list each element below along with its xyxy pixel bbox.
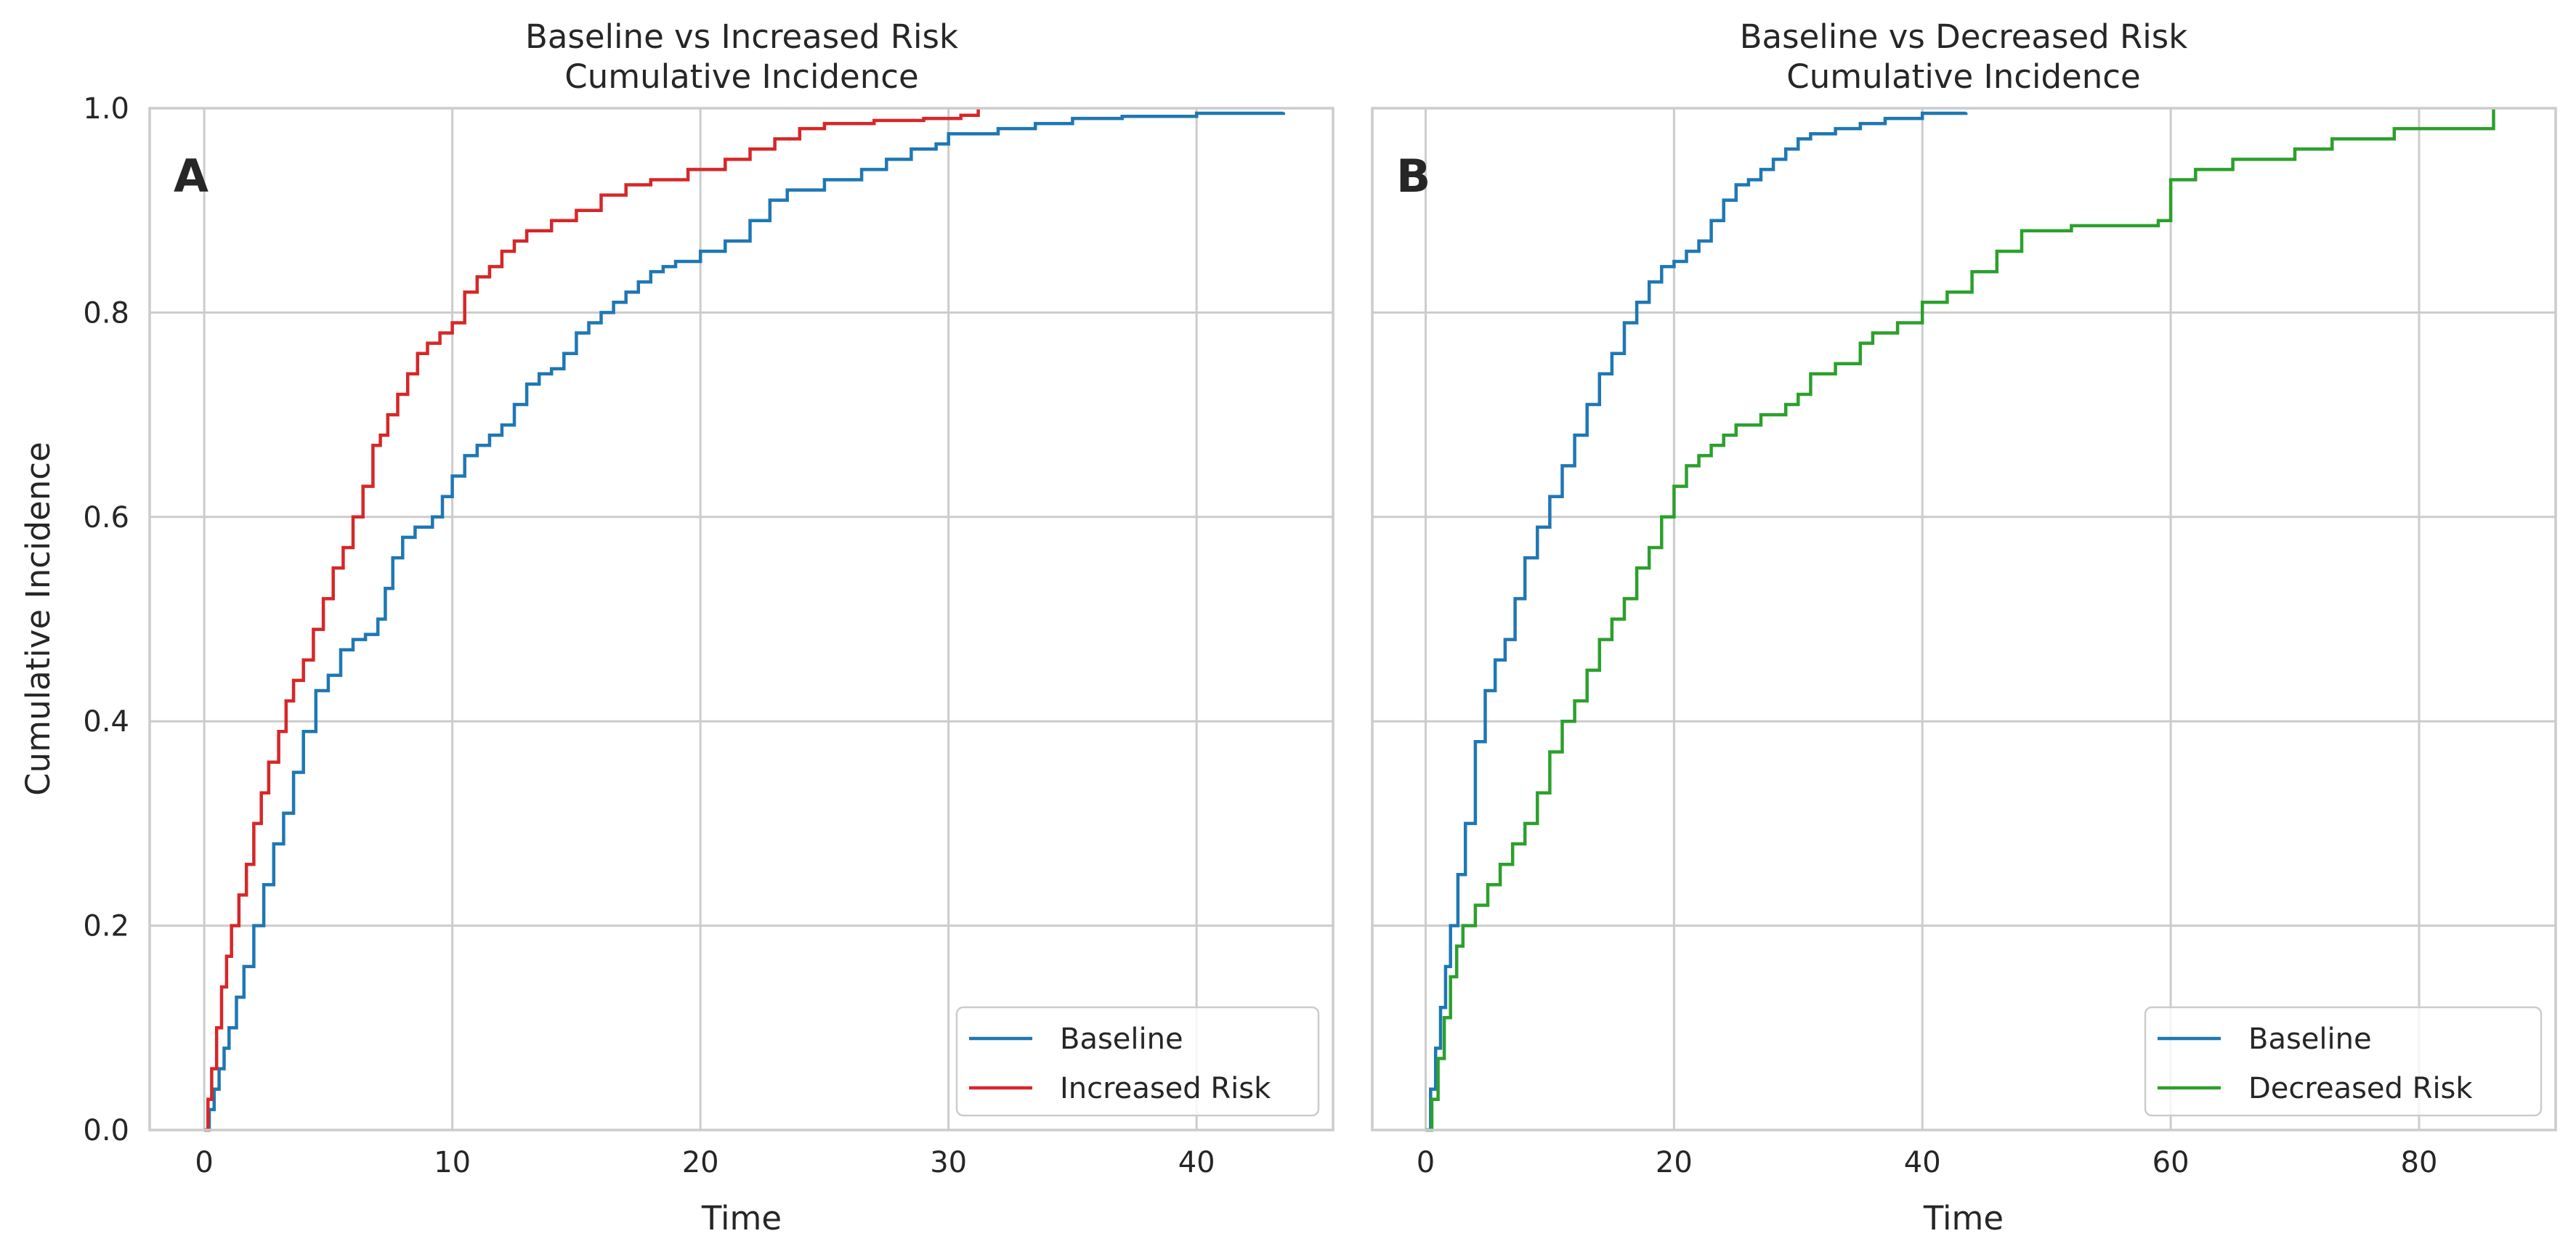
panel-b: Baseline vs Decreased Risk Cumulative In… — [1371, 17, 2557, 1237]
panel-a-y-tick-label-0: 0.0 — [83, 1114, 129, 1147]
panel-a-x-tick-label-3: 30 — [930, 1146, 967, 1179]
panel-a-series-0-line — [204, 111, 1285, 1132]
panel-b-series-0-line — [1425, 111, 1968, 1132]
panel-a-x-tick-label-2: 20 — [682, 1146, 719, 1179]
panel-a-legend: Baseline Increased Risk — [955, 1006, 1320, 1117]
panel-a-legend-label-1: Increased Risk — [1060, 1072, 1271, 1105]
panel-a-series-1-line — [204, 108, 980, 1132]
panel-b-x-tick-label-0: 0 — [1417, 1146, 1435, 1179]
panel-a-y-tick-label-3: 0.6 — [83, 501, 129, 535]
panel-b-x-tick-label-4: 80 — [2401, 1146, 2438, 1179]
panel-b-legend: Baseline Decreased Risk — [2144, 1006, 2543, 1117]
panel-b-x-tick-label-2: 40 — [1904, 1146, 1941, 1179]
panel-a-x-tick-label-0: 0 — [195, 1146, 213, 1179]
panel-a-frame — [148, 107, 1334, 1131]
panel-a-x-tick-label-4: 40 — [1178, 1146, 1215, 1179]
panel-b-frame — [1371, 107, 2557, 1131]
panel-b-title-line-1: Baseline vs Decreased Risk — [1740, 17, 2188, 56]
panel-a-y-tick-label-2: 0.4 — [83, 705, 129, 739]
panel-b-x-tick-label-1: 20 — [1656, 1146, 1693, 1179]
panel-b-letter: B — [1396, 150, 1430, 203]
panel-a-x-tick-label-1: 10 — [434, 1146, 471, 1179]
panel-b-x-axis-label: Time — [1923, 1199, 2004, 1237]
panel-a: Baseline vs Increased Risk Cumulative In… — [19, 17, 1334, 1237]
panel-a-y-tick-label-4: 0.8 — [83, 296, 129, 330]
panel-a-letter: A — [174, 150, 208, 203]
panel-b-series-1-line — [1425, 108, 2495, 1132]
panel-a-legend-box — [955, 1006, 1320, 1117]
panel-a-title-line-2: Cumulative Incidence — [564, 57, 918, 96]
panel-b-title-line-2: Cumulative Incidence — [1786, 57, 2140, 96]
panel-a-y-axis-label: Cumulative Incidence — [19, 442, 57, 795]
panel-b-legend-label-0: Baseline — [2248, 1023, 2372, 1056]
panel-a-y-tick-label-5: 1.0 — [83, 92, 129, 126]
panel-a-legend-label-0: Baseline — [1060, 1023, 1183, 1056]
panel-b-legend-label-1: Decreased Risk — [2248, 1072, 2473, 1105]
panel-a-x-axis-label: Time — [701, 1199, 782, 1237]
panel-b-legend-box — [2144, 1006, 2543, 1117]
panel-a-y-tick-label-1: 0.2 — [83, 910, 129, 943]
panel-a-title-line-1: Baseline vs Increased Risk — [525, 17, 958, 56]
panel-b-x-tick-label-3: 60 — [2152, 1146, 2190, 1179]
